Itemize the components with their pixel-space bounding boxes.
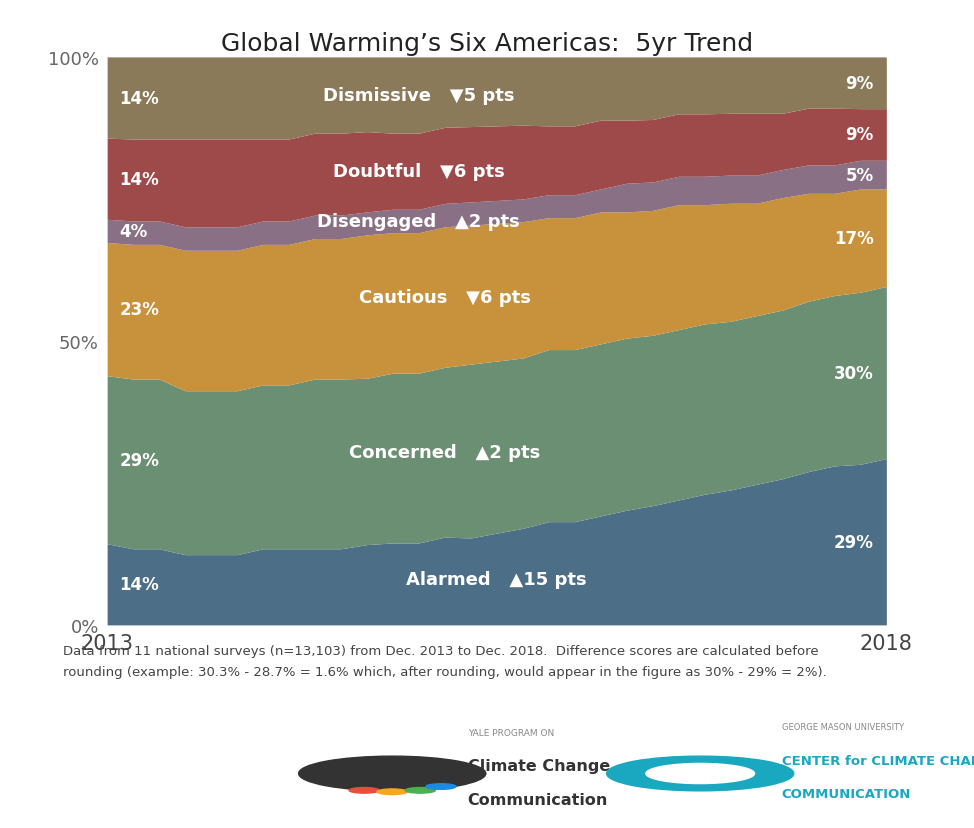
Circle shape (426, 784, 456, 789)
Text: Disengaged   ▲2 pts: Disengaged ▲2 pts (318, 213, 520, 231)
Text: Dismissive   ▼5 pts: Dismissive ▼5 pts (323, 87, 514, 105)
Circle shape (607, 756, 794, 791)
Text: 4%: 4% (120, 223, 148, 241)
Text: YALE PROGRAM ON: YALE PROGRAM ON (468, 728, 554, 737)
Text: 14%: 14% (120, 575, 160, 594)
Text: Doubtful   ▼6 pts: Doubtful ▼6 pts (333, 163, 505, 181)
Circle shape (646, 763, 755, 783)
Text: GEORGE MASON UNIVERSITY: GEORGE MASON UNIVERSITY (782, 722, 904, 731)
Text: rounding (example: 30.3% - 28.7% = 1.6% which, after rounding, would appear in t: rounding (example: 30.3% - 28.7% = 1.6% … (63, 665, 827, 678)
Text: Communication: Communication (468, 792, 608, 806)
Text: Cautious   ▼6 pts: Cautious ▼6 pts (358, 289, 531, 306)
Text: Global Warming’s Six Americas:  5yr Trend: Global Warming’s Six Americas: 5yr Trend (221, 31, 753, 55)
Text: COMMUNICATION: COMMUNICATION (782, 787, 911, 800)
Text: 29%: 29% (834, 533, 874, 551)
Text: 5%: 5% (845, 166, 874, 185)
Circle shape (405, 787, 435, 793)
Text: 30%: 30% (834, 364, 874, 382)
Text: 23%: 23% (120, 301, 160, 319)
Text: 29%: 29% (120, 451, 160, 469)
Text: 17%: 17% (834, 229, 874, 248)
Circle shape (377, 789, 407, 795)
Circle shape (349, 787, 379, 793)
Text: 14%: 14% (120, 89, 160, 108)
Text: 9%: 9% (845, 75, 874, 93)
Text: CENTER for CLIMATE CHANGE: CENTER for CLIMATE CHANGE (782, 753, 974, 767)
Text: Data from 11 national surveys (n=13,103) from Dec. 2013 to Dec. 2018.  Differenc: Data from 11 national surveys (n=13,103)… (63, 644, 819, 657)
Text: 9%: 9% (845, 127, 874, 144)
Circle shape (299, 756, 486, 791)
Text: Concerned   ▲2 pts: Concerned ▲2 pts (349, 444, 541, 462)
Text: Alarmed   ▲15 pts: Alarmed ▲15 pts (406, 570, 587, 589)
Text: 14%: 14% (120, 171, 160, 189)
Text: Climate Change: Climate Change (468, 758, 610, 773)
